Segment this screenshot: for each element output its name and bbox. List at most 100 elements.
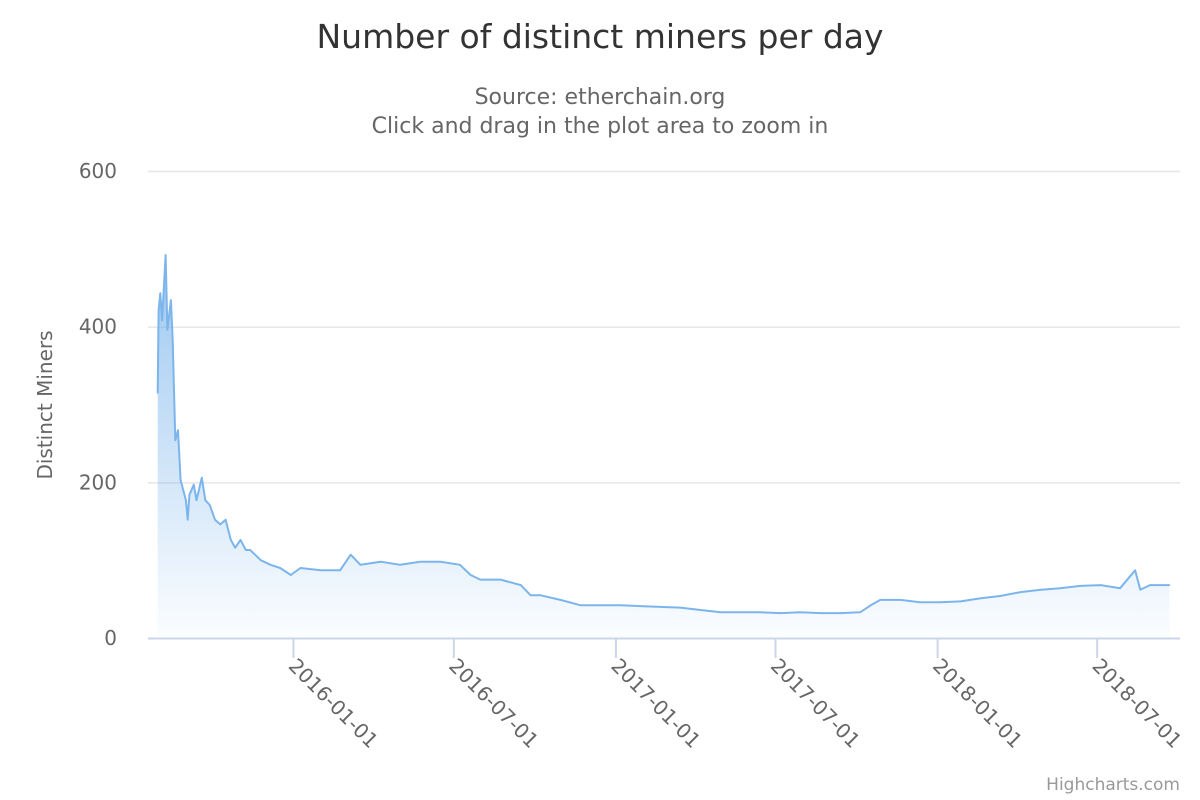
data-point [879, 599, 882, 601]
data-point [599, 604, 601, 607]
y-tick-label: 600 [79, 159, 117, 183]
data-point [234, 546, 237, 549]
data-point [1149, 584, 1151, 586]
data-point [379, 560, 382, 563]
data-point [939, 601, 942, 603]
data-point [159, 292, 162, 294]
data-point [161, 319, 163, 322]
data-point [230, 539, 232, 541]
x-axis-ticks: 2016-01-01 2016-07-01 2017-01-01 2017-07-01… [284, 639, 1187, 753]
data-point [619, 604, 622, 607]
gridlines [148, 170, 1180, 484]
data-point [1139, 588, 1142, 591]
data-point [459, 564, 461, 566]
data-point [679, 606, 682, 609]
data-point [156, 392, 159, 394]
data-point [959, 600, 962, 603]
data-point [200, 476, 203, 479]
data-point [195, 499, 198, 502]
data-point [720, 611, 722, 614]
data-point [170, 299, 172, 302]
data-point [171, 339, 174, 341]
data-point [188, 493, 191, 496]
data-point [239, 539, 242, 541]
data-point [479, 578, 482, 581]
data-point [157, 309, 160, 312]
x-tick-label: 2016-07-01 [444, 654, 543, 753]
data-point [419, 560, 422, 563]
data-point [699, 609, 702, 611]
data-point [399, 564, 401, 566]
y-axis-ticks: 0 200 400 600 [79, 159, 117, 650]
data-point [1019, 591, 1022, 593]
data-point [1039, 588, 1042, 591]
data-point [899, 599, 902, 601]
data-point [185, 499, 187, 502]
data-point [204, 499, 207, 502]
data-point [1119, 587, 1121, 589]
data-point [1168, 584, 1171, 586]
data-point [214, 518, 216, 521]
y-axis-label: Distinct Miners [33, 330, 57, 479]
data-point [1099, 584, 1102, 586]
x-tick-label: 2017-07-01 [766, 654, 865, 753]
y-tick-label: 200 [79, 470, 117, 494]
data-point [759, 611, 762, 614]
data-point [319, 569, 322, 572]
data-point [779, 612, 782, 614]
data-point [260, 559, 262, 561]
data-point [208, 504, 211, 506]
data-point [1079, 585, 1082, 587]
data-point [245, 549, 247, 551]
x-tick-label: 2017-01-01 [606, 654, 705, 753]
data-point [469, 574, 472, 576]
series-area-fill [157, 255, 1170, 638]
data-point [739, 611, 742, 614]
y-tick-label: 0 [104, 626, 117, 650]
data-point [249, 549, 252, 551]
x-tick-label: 2016-01-01 [284, 654, 383, 753]
data-points [156, 254, 1171, 614]
data-point [269, 564, 272, 566]
data-point [579, 604, 582, 607]
data-point [186, 518, 189, 521]
data-point [799, 611, 801, 614]
data-point [174, 439, 177, 442]
data-point [166, 328, 169, 331]
data-point [519, 584, 522, 586]
data-point [339, 569, 341, 572]
data-point [349, 553, 352, 556]
chart-title: Number of distinct miners per day [316, 17, 883, 56]
data-point [639, 605, 642, 607]
data-point [859, 611, 861, 614]
data-point [299, 567, 302, 569]
x-tick-label: 2018-07-01 [1088, 654, 1187, 753]
data-point [659, 606, 661, 608]
data-point [839, 612, 842, 614]
data-point [999, 595, 1002, 597]
series-line[interactable] [156, 254, 1170, 615]
data-point [179, 479, 182, 481]
data-point [499, 578, 502, 581]
data-point [869, 604, 872, 607]
data-point [559, 599, 562, 601]
x-tick-label: 2018-01-01 [928, 654, 1027, 753]
data-point [219, 523, 222, 526]
data-point [177, 429, 179, 431]
data-point [529, 594, 532, 596]
y-tick-label: 400 [79, 315, 117, 339]
data-point [1059, 587, 1061, 589]
data-point [359, 564, 362, 566]
highcharts-credit-link[interactable]: Highcharts.com [1046, 775, 1180, 795]
data-point [980, 597, 982, 600]
data-point [289, 574, 292, 576]
data-point [1134, 569, 1136, 572]
chart-subtitle-hint: Click and drag in the plot area to zoom … [372, 114, 829, 139]
data-point [164, 254, 167, 256]
data-point [279, 567, 281, 569]
data-point [193, 483, 195, 486]
data-point [819, 612, 822, 614]
chart-subtitle-source: Source: etherchain.org [475, 85, 726, 110]
data-point [439, 560, 442, 563]
